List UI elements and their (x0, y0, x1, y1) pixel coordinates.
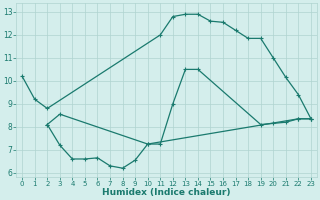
X-axis label: Humidex (Indice chaleur): Humidex (Indice chaleur) (102, 188, 231, 197)
